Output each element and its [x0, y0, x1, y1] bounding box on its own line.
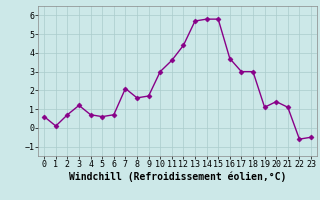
- X-axis label: Windchill (Refroidissement éolien,°C): Windchill (Refroidissement éolien,°C): [69, 172, 286, 182]
